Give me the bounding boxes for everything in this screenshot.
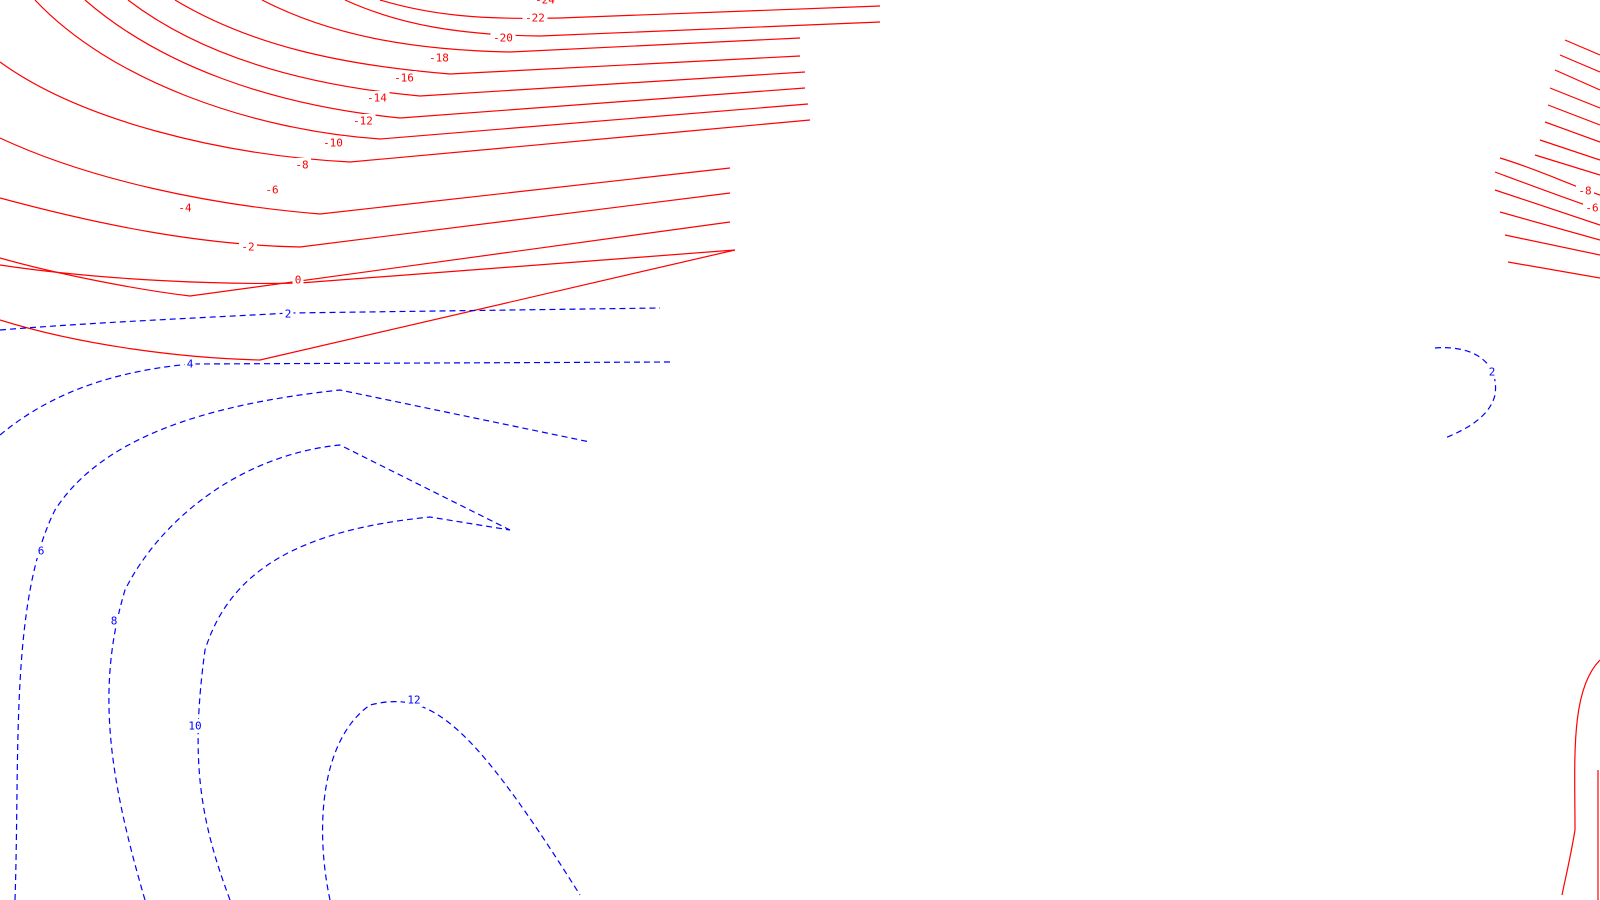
contour-label-bg xyxy=(108,614,120,628)
contour-label-12: 12 xyxy=(407,694,420,707)
right-contour-zero xyxy=(1561,659,1600,896)
contour-label-bg xyxy=(1486,365,1498,379)
contour-label-2: 2 xyxy=(285,308,292,321)
contour-label-bg xyxy=(282,307,294,321)
contour-label-bg xyxy=(426,51,452,65)
contour-label-10: 10 xyxy=(188,720,201,733)
contour-line-neg20 xyxy=(261,0,801,53)
contour-line-8 xyxy=(108,444,511,900)
contour-label-8: 8 xyxy=(111,615,118,628)
contour-label-neg18: -18 xyxy=(429,52,449,65)
contour-label-bg xyxy=(263,183,281,197)
contour-line-neg14 xyxy=(84,0,806,119)
contour-label-bg xyxy=(239,240,257,254)
contour-line-2 xyxy=(0,307,661,331)
contour-label-neg4: -4 xyxy=(178,202,192,215)
contour-label-bg xyxy=(405,693,423,707)
contour-line-neg12 xyxy=(34,0,809,140)
contour-label-neg14: -14 xyxy=(367,92,387,105)
contour-label-bg xyxy=(522,11,548,25)
contour-label-bg xyxy=(186,719,204,733)
contour-label-bg xyxy=(292,273,304,287)
contour-line-neg18 xyxy=(174,0,801,75)
right-contour-label-2: 2 xyxy=(1489,366,1496,379)
contour-label-0: 0 xyxy=(295,274,302,287)
contour-line-neg8 xyxy=(0,137,731,215)
right-contour-label-neg6: -6 xyxy=(1585,202,1598,215)
contour-line-10 xyxy=(197,516,511,900)
contour-label-bg xyxy=(293,158,311,172)
contour-line-neg22 xyxy=(344,0,881,37)
contour-label-6: 6 xyxy=(38,545,45,558)
contour-label-neg10: -10 xyxy=(323,137,343,150)
contour-label-neg16: -16 xyxy=(394,72,414,85)
contour-line-12 xyxy=(321,701,581,900)
contour-label-bg xyxy=(532,0,558,7)
contour-label-bg xyxy=(35,544,47,558)
contour-label-neg12: -12 xyxy=(353,115,373,128)
contour-line-neg24 xyxy=(379,0,881,20)
contour-label-bg xyxy=(184,357,196,371)
right-contour-lines xyxy=(1494,189,1600,279)
contour-line-neg10 xyxy=(0,61,811,163)
contour-line-4 xyxy=(0,361,671,436)
contour-line-neg4 xyxy=(0,221,731,297)
contour-label-neg2: -2 xyxy=(241,241,254,254)
contour-label-neg6: -6 xyxy=(265,184,278,197)
contour-line-neg16 xyxy=(127,0,806,97)
contour-label-bg xyxy=(320,136,346,150)
contour-label-bg xyxy=(490,31,516,45)
contour-label-bg xyxy=(364,91,390,105)
right-contour-cluster xyxy=(1534,39,1600,176)
contour-label-neg8: -8 xyxy=(295,159,308,172)
contour-label-bg xyxy=(1576,184,1594,198)
contour-line-neg2 xyxy=(0,249,736,361)
contour-label-bg xyxy=(1583,201,1600,215)
contour-label-bg xyxy=(176,201,194,215)
right-contour-label-neg8: -8 xyxy=(1578,185,1591,198)
contour-label-neg20: -20 xyxy=(493,32,513,45)
right-contour-pos2 xyxy=(1434,347,1497,439)
contour-label-neg22: -22 xyxy=(525,12,545,25)
contour-line-neg6 xyxy=(0,192,731,248)
contour-label-4: 4 xyxy=(187,358,194,371)
contour-label-bg xyxy=(350,114,376,128)
contour-label-bg xyxy=(391,71,417,85)
contour-line-6 xyxy=(14,389,591,900)
contour-line-0 xyxy=(0,249,736,285)
contour-label-neg24: -24 xyxy=(535,0,555,7)
